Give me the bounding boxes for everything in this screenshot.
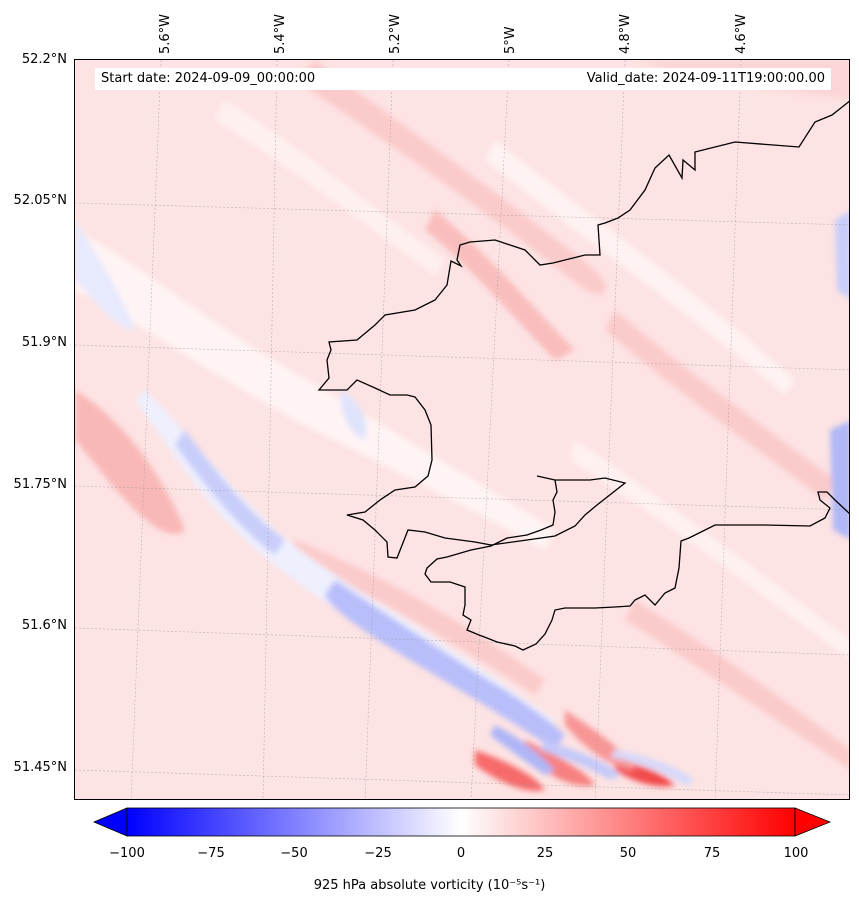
colorbar-tick-75: 75 [703, 846, 721, 861]
valid-date: Valid_date: 2024-09-11T19:00:00.00 [586, 71, 825, 86]
colorbar-extend-high [794, 807, 832, 837]
coastline [317, 100, 849, 651]
lon-label-4.6w: 4.6°W [734, 13, 749, 54]
lat-label-51.75n: 51.75°N [13, 477, 67, 492]
map-panel: Start date: 2024-09-09_00:00:00 Valid_da… [74, 59, 850, 800]
colorbar-body [126, 807, 796, 837]
lon-label-5.6w: 5.6°W [158, 13, 173, 54]
vorticity-bands [75, 60, 849, 791]
colorbar-tick-25: 25 [536, 846, 554, 861]
graticule [75, 60, 849, 799]
colorbar-tick-50: 50 [619, 846, 637, 861]
colorbar [92, 807, 832, 837]
lon-label-4.8w: 4.8°W [618, 13, 633, 54]
colorbar-tick-100: 100 [783, 846, 809, 861]
lat-label-51.9n: 51.9°N [21, 335, 67, 350]
info-bar: Start date: 2024-09-09_00:00:00 Valid_da… [95, 68, 831, 90]
lat-label-52.2n: 52.2°N [21, 52, 67, 67]
colorbar-tick-0: 0 [456, 846, 466, 861]
lon-label-5.4w: 5.4°W [273, 13, 288, 54]
colorbar-tick-minus75: −75 [197, 846, 225, 861]
lon-label-5.2w: 5.2°W [388, 13, 403, 54]
colorbar-units: (10⁻⁵s⁻¹) [487, 878, 546, 893]
colorbar-tick-minus50: −50 [280, 846, 308, 861]
colorbar-extend-low [92, 807, 128, 837]
colorbar-variable: 925 hPa absolute vorticity [313, 878, 484, 893]
lat-label-52.05n: 52.05°N [13, 193, 67, 208]
lat-label-51.45n: 51.45°N [13, 760, 67, 775]
start-date: Start date: 2024-09-09_00:00:00 [101, 71, 316, 86]
vorticity-field: Start date: 2024-09-09_00:00:00 Valid_da… [75, 60, 849, 799]
colorbar-label: 925 hPa absolute vorticity (10⁻⁵s⁻¹) [0, 878, 859, 893]
lon-label-5w: 5°W [503, 26, 518, 54]
colorbar-tick-minus25: −25 [364, 846, 392, 861]
lat-label-51.6n: 51.6°N [21, 618, 67, 633]
colorbar-tick-minus100: −100 [109, 846, 145, 861]
